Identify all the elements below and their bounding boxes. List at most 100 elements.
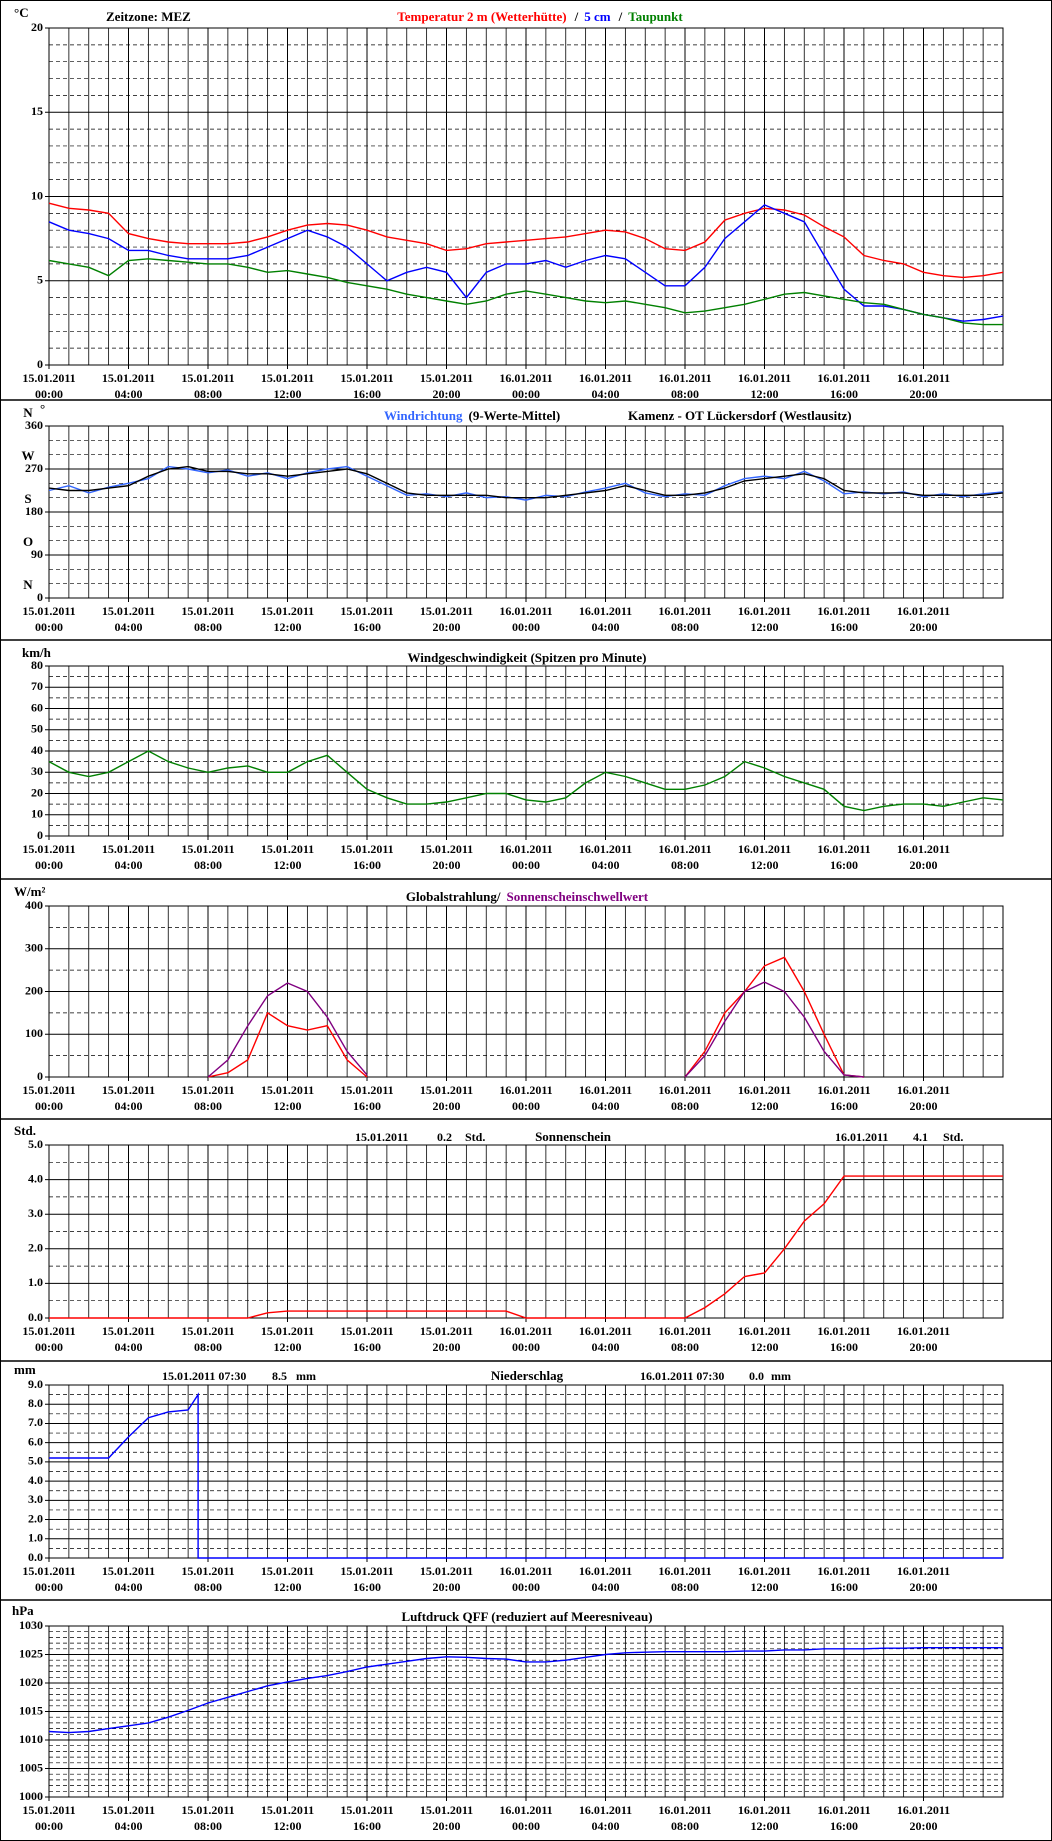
y-tick-label: 2.0 bbox=[28, 1241, 43, 1255]
x-tick-time: 12:00 bbox=[274, 858, 302, 872]
x-tick-date: 16.01.2011 bbox=[738, 842, 791, 856]
x-tick-label: 15.01.2011 20:00 bbox=[420, 371, 473, 401]
x-tick-date: 16.01.2011 bbox=[738, 1083, 791, 1097]
x-tick-label: 15.01.2011 12:00 bbox=[261, 604, 314, 634]
x-tick-time: 12:00 bbox=[274, 1819, 302, 1833]
x-tick-date: 16.01.2011 bbox=[579, 604, 632, 618]
x-tick-date: 15.01.2011 bbox=[102, 1803, 155, 1817]
plot-frame bbox=[48, 1625, 1004, 1798]
series-line bbox=[48, 202, 1004, 279]
x-tick-date: 16.01.2011 bbox=[658, 1803, 711, 1817]
legend: Globalstrahlung/Sonnenscheinschwellwert bbox=[406, 889, 649, 904]
x-tick-label: 16.01.2011 04:00 bbox=[579, 1803, 632, 1833]
x-tick-date: 15.01.2011 bbox=[420, 604, 473, 618]
x-tick-date: 16.01.2011 bbox=[579, 1324, 632, 1338]
x-tick-time: 08:00 bbox=[671, 387, 699, 401]
x-tick-label: 15.01.2011 04:00 bbox=[102, 842, 155, 872]
x-tick-label: 16.01.2011 16:00 bbox=[817, 1324, 870, 1354]
x-tick-date: 15.01.2011 bbox=[102, 604, 155, 618]
x-tick-time: 12:00 bbox=[751, 858, 779, 872]
y-tick-label: 3.0 bbox=[28, 1492, 43, 1506]
y-tick-label: 0 bbox=[37, 828, 43, 842]
x-tick-label: 16.01.2011 08:00 bbox=[658, 1564, 711, 1594]
x-tick-date: 15.01.2011 bbox=[340, 842, 393, 856]
x-tick-date: 16.01.2011 bbox=[897, 1803, 950, 1817]
x-tick-label: 16.01.2011 16:00 bbox=[817, 842, 870, 872]
x-tick-time: 04:00 bbox=[592, 387, 620, 401]
x-tick-time: 00:00 bbox=[512, 858, 540, 872]
x-tick-time: 16:00 bbox=[353, 1580, 381, 1594]
chart-title: Luftdruck QFF (reduziert auf Meeresnivea… bbox=[401, 1609, 652, 1624]
plot-frame bbox=[48, 905, 1004, 1078]
x-tick-date: 16.01.2011 bbox=[897, 1564, 950, 1578]
x-tick-label: 15.01.2011 12:00 bbox=[261, 1324, 314, 1354]
x-tick-date: 16.01.2011 bbox=[897, 1083, 950, 1097]
series-line bbox=[48, 465, 1004, 501]
x-tick-label: 15.01.2011 00:00 bbox=[22, 842, 75, 872]
x-tick-date: 16.01.2011 bbox=[658, 371, 711, 385]
y-tick-label: 8.0 bbox=[28, 1396, 43, 1410]
x-tick-label: 16.01.2011 20:00 bbox=[897, 604, 950, 634]
data-line bbox=[49, 1392, 1003, 1559]
data-line bbox=[48, 1647, 1003, 1734]
x-tick-date: 15.01.2011 bbox=[181, 842, 234, 856]
x-tick-date: 16.01.2011 bbox=[817, 1564, 870, 1578]
x-tick-label: 16.01.2011 08:00 bbox=[658, 1083, 711, 1113]
x-tick-date: 16.01.2011 bbox=[738, 1803, 791, 1817]
x-tick-label: 15.01.2011 20:00 bbox=[420, 1803, 473, 1833]
unit-label: ° bbox=[40, 401, 45, 416]
x-tick-label: 16.01.2011 16:00 bbox=[817, 371, 870, 401]
x-tick-label: 15.01.2011 04:00 bbox=[102, 1803, 155, 1833]
x-tick-label: 15.01.2011 16:00 bbox=[340, 1564, 393, 1594]
x-tick-label: 16.01.2011 08:00 bbox=[658, 1803, 711, 1833]
y-tick-label: 90 bbox=[31, 547, 43, 561]
x-tick-label: 15.01.2011 04:00 bbox=[102, 1083, 155, 1113]
x-tick-time: 04:00 bbox=[592, 1580, 620, 1594]
x-tick-time: 20:00 bbox=[910, 1580, 938, 1594]
x-tick-date: 15.01.2011 bbox=[181, 1083, 234, 1097]
x-tick-label: 16.01.2011 20:00 bbox=[897, 371, 950, 401]
y-tick-label: 6.0 bbox=[28, 1434, 43, 1448]
x-tick-date: 16.01.2011 bbox=[579, 1803, 632, 1817]
x-tick-date: 16.01.2011 bbox=[817, 1083, 870, 1097]
x-tick-date: 16.01.2011 bbox=[658, 604, 711, 618]
x-tick-date: 15.01.2011 bbox=[181, 1324, 234, 1338]
x-tick-time: 04:00 bbox=[592, 1819, 620, 1833]
x-tick-label: 15.01.2011 08:00 bbox=[181, 842, 234, 872]
series-line bbox=[48, 465, 1004, 499]
y-tick-label: 20 bbox=[31, 20, 43, 34]
x-tick-label: 15.01.2011 04:00 bbox=[102, 604, 155, 634]
x-tick-date: 16.01.2011 bbox=[817, 371, 870, 385]
x-tick-time: 12:00 bbox=[751, 1340, 779, 1354]
x-tick-time: 12:00 bbox=[751, 620, 779, 634]
x-tick-date: 15.01.2011 bbox=[261, 1564, 314, 1578]
x-tick-time: 08:00 bbox=[671, 858, 699, 872]
x-tick-date: 15.01.2011 bbox=[261, 604, 314, 618]
y-tick-label: 400 bbox=[25, 898, 43, 912]
x-tick-time: 16:00 bbox=[830, 1099, 858, 1113]
x-tick-label: 15.01.2011 00:00 bbox=[22, 1324, 75, 1354]
unit-label: °C bbox=[14, 5, 29, 20]
x-tick-label: 15.01.2011 12:00 bbox=[261, 842, 314, 872]
total-value: 0.0 bbox=[749, 1369, 764, 1383]
y-tick-label: 360 bbox=[25, 418, 43, 432]
total-date: 15.01.2011 bbox=[355, 1130, 408, 1144]
x-tick-label: 15.01.2011 16:00 bbox=[340, 1083, 393, 1113]
x-tick-date: 15.01.2011 bbox=[181, 371, 234, 385]
x-tick-label: 16.01.2011 12:00 bbox=[738, 604, 791, 634]
x-tick-date: 15.01.2011 bbox=[420, 842, 473, 856]
x-tick-date: 15.01.2011 bbox=[340, 1324, 393, 1338]
x-tick-date: 16.01.2011 bbox=[738, 1564, 791, 1578]
x-tick-time: 12:00 bbox=[274, 387, 302, 401]
y-tick-label: 40 bbox=[31, 743, 43, 757]
x-tick-time: 04:00 bbox=[592, 858, 620, 872]
y-tick-label: 1.0 bbox=[28, 1531, 43, 1545]
x-tick-time: 16:00 bbox=[830, 387, 858, 401]
legend-entry: (9-Werte-Mittel) bbox=[469, 408, 561, 423]
y-tick-label: 0.0 bbox=[28, 1550, 43, 1564]
x-tick-time: 16:00 bbox=[830, 1580, 858, 1594]
x-tick-date: 15.01.2011 bbox=[22, 842, 75, 856]
x-tick-date: 16.01.2011 bbox=[658, 842, 711, 856]
x-tick-time: 00:00 bbox=[512, 387, 540, 401]
series-line bbox=[48, 204, 1004, 322]
